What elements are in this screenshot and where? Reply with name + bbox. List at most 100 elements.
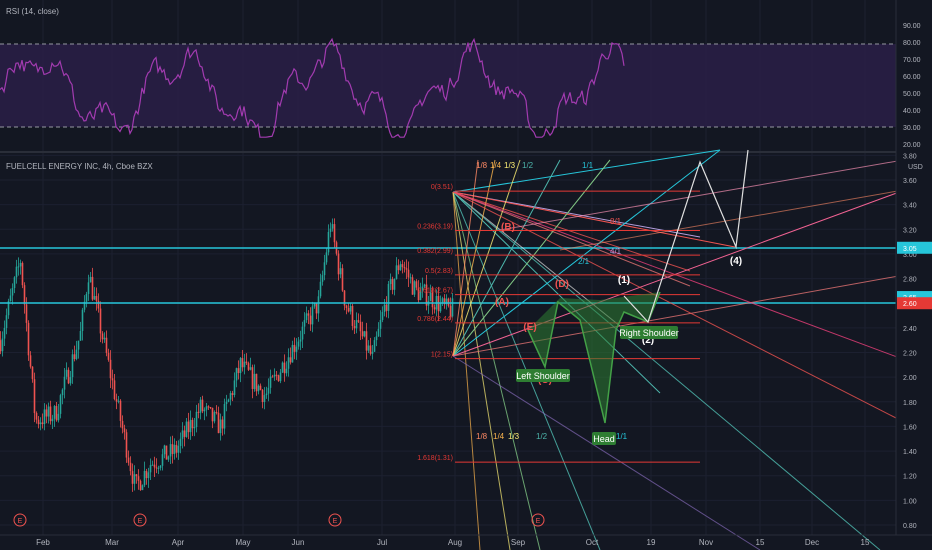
- candle-body: [169, 444, 172, 457]
- time-tick-label: Oct: [586, 538, 599, 547]
- fib-level-label: 0.382(2.99): [417, 248, 453, 255]
- candle-body: [387, 284, 390, 311]
- fan-labels: 1/8 1/4 1/3 1/2 1/11/8 1/4 1/3 1/2 1/18/14/12/1: [476, 161, 628, 441]
- candle-body: [203, 409, 206, 412]
- candle-body: [363, 331, 366, 337]
- candle-body: [449, 305, 452, 317]
- candle-body: [0, 340, 2, 352]
- candle-body: [253, 373, 256, 389]
- candle-body: [259, 385, 262, 390]
- candle-body: [107, 352, 110, 360]
- left-shoulder-label: Left Shoulder: [516, 369, 570, 382]
- candle-body: [51, 418, 54, 422]
- price-tick-label: 2.00: [903, 375, 917, 382]
- symbol-title: FUELCELL ENERGY INC, 4h, Cboe BZX: [6, 162, 153, 171]
- price-badge: [897, 241, 932, 254]
- candle-body: [99, 308, 102, 334]
- candle-body: [361, 331, 364, 337]
- fib-level-label: 0.618(2.67): [417, 288, 453, 295]
- candle-body: [191, 419, 194, 429]
- candle-body: [71, 354, 74, 378]
- candle-body: [399, 264, 402, 271]
- price-tick-label: 1.60: [903, 424, 917, 431]
- candle-body: [33, 379, 36, 414]
- candle-body: [275, 374, 278, 376]
- candle-body: [293, 344, 296, 352]
- candle-body: [91, 276, 94, 300]
- candle-body: [139, 480, 142, 491]
- time-tick-label: Jul: [377, 538, 387, 547]
- time-tick-label: 19: [647, 538, 656, 547]
- candle-body: [307, 313, 310, 316]
- candle-body: [423, 284, 426, 287]
- candle-body: [41, 422, 44, 425]
- fan-label: 4/1: [610, 247, 622, 256]
- svg-text:Head: Head: [593, 434, 615, 444]
- candle-body: [235, 368, 238, 381]
- time-axis[interactable]: Feb Mar Apr May Jun Jul Aug Sep Oct 19 Nov 15 Dec 15: [0, 534, 932, 547]
- rsi-tick-label: 80.00: [903, 40, 921, 47]
- candle-body: [113, 380, 116, 400]
- candle-body: [245, 361, 248, 364]
- candle-body: [369, 345, 372, 354]
- candle-body: [391, 279, 394, 290]
- rsi-tick-label: 90.00: [903, 23, 921, 30]
- candle-body: [5, 315, 8, 328]
- candle-body: [351, 305, 354, 326]
- earnings-marker[interactable]: [328, 513, 342, 527]
- earnings-marker-label: E: [536, 518, 541, 525]
- candle-body: [319, 281, 322, 297]
- candle-body: [163, 445, 166, 455]
- candle-body: [129, 462, 132, 472]
- candle-body: [173, 444, 176, 454]
- candle-body: [63, 376, 66, 390]
- candle-body: [25, 304, 28, 323]
- candle-body: [431, 292, 434, 308]
- candle-body: [337, 253, 340, 275]
- candle-body: [257, 385, 260, 392]
- time-tick-label: Dec: [805, 538, 819, 547]
- candle-body: [341, 268, 344, 291]
- price-badge-label: 2.60: [903, 301, 917, 308]
- candle-body: [247, 363, 250, 370]
- candle-body: [175, 444, 178, 453]
- candle-body: [89, 276, 92, 283]
- price-axis[interactable]: 90.00 80.00 70.00 60.00 50.00 40.00 30.00 20.00…: [895, 0, 932, 535]
- price-tick-label: 3.80: [903, 153, 917, 160]
- fib-level-label: 1.618(1.31): [417, 455, 453, 462]
- candle-body: [195, 411, 198, 428]
- candle-body: [181, 430, 184, 439]
- earnings-marker[interactable]: [13, 513, 27, 527]
- candle-body: [189, 419, 192, 433]
- candle-body: [229, 393, 232, 400]
- wave-label: (1): [618, 275, 630, 286]
- earnings-marker-label: E: [138, 518, 143, 525]
- candle-body: [445, 298, 448, 305]
- earnings-marker[interactable]: [133, 513, 147, 527]
- candle-body: [225, 401, 228, 405]
- rsi-pane[interactable]: RSI (14, close): [0, 7, 896, 138]
- fib-level-label: 0.236(3.19): [417, 224, 453, 231]
- candle-body: [407, 269, 410, 278]
- candle-body: [345, 305, 348, 309]
- wave-label: (2): [642, 335, 654, 346]
- candle-body: [211, 407, 214, 422]
- price-pane[interactable]: 0(3.51) 0.236(3.19) 0.382(2.99) 0.5(2.83) 0.…: [0, 149, 932, 550]
- candle-body: [227, 399, 230, 402]
- candle-body: [313, 302, 316, 307]
- candle-body: [171, 444, 174, 454]
- candle-body: [59, 395, 62, 414]
- candle-body: [323, 262, 326, 276]
- candle-body: [81, 309, 84, 331]
- candle-body: [11, 288, 14, 296]
- candle-body: [7, 301, 10, 316]
- fan-label: 1/4: [493, 432, 505, 441]
- candle-body: [35, 413, 38, 420]
- time-tick-label: Apr: [172, 538, 185, 547]
- candle-body: [65, 369, 68, 377]
- candle-body: [153, 464, 156, 468]
- candle-body: [207, 406, 210, 408]
- earnings-marker[interactable]: [531, 513, 545, 527]
